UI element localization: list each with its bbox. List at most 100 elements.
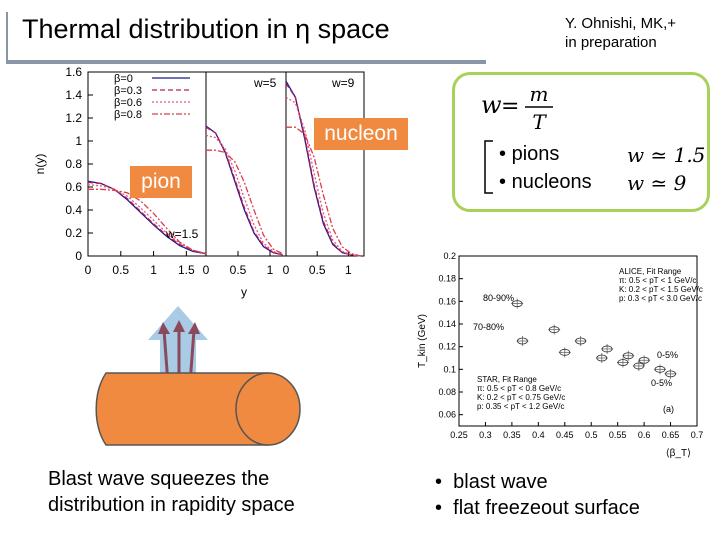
series-line-w=9-3 [286,126,362,257]
formula-lhs: w [481,91,502,119]
x-tick-label: 0.55 [609,430,627,440]
list-item-label: blast wave [453,471,548,493]
arrow-head-icon [173,320,185,332]
plot-annotation: (a) [663,404,674,414]
data-point [622,352,634,360]
y-tick-label: 0.06 [438,410,456,420]
list-item-label: nucleons [511,171,592,193]
y-tick-label: 1 [75,134,82,148]
plot-frame [458,255,698,427]
plot-panel-frame [285,71,365,257]
x-tick-label: 1.5 [178,263,195,277]
pion-w-value: w ≃ 1.5 [627,143,706,167]
x-tick-label: 0.5 [230,263,247,277]
formula-numerator: m [530,82,549,106]
slide-title: Thermal distribution in η space [22,14,390,44]
nucleon-label: nucleon [314,118,408,150]
star-legend-line: K: 0.2 < pT < 0.75 GeV/c [477,393,565,402]
mass-over-temperature-formula: w = m T [481,82,553,133]
data-point [617,359,629,366]
plot-annotation: 0-5% [657,350,678,360]
temperature-flow-plot: 0.25 0.3 0.35 0.4 0.45 0.5 0.55 0.6 0.65 0.7 0.06 0… [417,251,704,459]
arrow-head-icon [158,322,170,334]
y-tick-label: 1.2 [65,111,82,125]
x-axis-label: ⟨β_T⟩ [666,448,691,459]
y-tick-label: 0.14 [438,319,456,329]
alice-legend-line: π: 0.5 < pT < 1 GeV/c [619,276,696,285]
caption-line-2: distribution in rapidity space [48,494,295,516]
x-tick-label: 1 [150,263,157,277]
plot-annotation: 80-90% [483,293,514,303]
series-line-w=5-3 [206,149,284,255]
series-line-w=1.5-2 [87,184,207,255]
list-item-label: flat freezeout surface [453,497,640,519]
data-point [601,345,613,353]
summary-bullets: • blast wave • flat freezeout surface [435,469,640,521]
list-item-label: pions [511,143,560,165]
pion-label: pion [130,166,192,198]
list-item-pions: • pions [499,143,559,166]
data-point [517,337,528,345]
data-point [575,337,587,345]
y-tick-label: 0.8 [65,157,82,171]
y-tick-label: 0.2 [443,251,456,261]
author-line-2: in preparation [565,34,657,51]
data-point [596,354,608,362]
x-tick-label: 0.25 [450,430,468,440]
x-tick-label: 1 [267,263,274,277]
y-tick-label: 0.1 [443,364,456,374]
list-item-flat-freezeout: • flat freezeout surface [435,495,640,521]
y-tick-label: 0.16 [438,296,456,306]
x-tick-label: 0.35 [503,430,521,440]
x-tick-label: 0.4 [532,430,545,440]
x-tick-label: 0.7 [691,430,704,440]
y-axis-label: T_kin (GeV) [417,314,428,368]
y-axis-label: n(y) [33,154,47,175]
list-item-blast-wave: • blast wave [435,469,640,495]
x-tick-label: 0.45 [556,430,574,440]
plot-annotation: 70-80% [473,322,504,332]
legend-label: β=0 [114,73,133,85]
series-line-w=1.5-1 [87,181,207,255]
data-point [511,300,523,307]
y-tick-label: 0.08 [438,387,456,397]
y-tick-label: 1.4 [65,88,82,102]
data-point [654,365,666,373]
caption-line-1: Blast wave squeezes the [48,468,270,490]
author-note: Y. Ohnishi, MK,+ in preparation [565,14,676,52]
formula-denominator: T [532,110,547,133]
x-axis-label: y [241,285,247,299]
panel-label-w15: w=1.5 [165,227,199,241]
series-line-w=5-0 [205,125,283,256]
x-tick-label: 0.5 [309,263,326,277]
data-point [665,370,676,378]
legend-label: β=0.6 [114,97,142,109]
data-point [559,348,571,356]
x-tick-label: 1 [345,263,352,277]
star-legend-line: p: 0.35 < pT < 1.2 GeV/c [477,402,564,411]
panel-label-w9: w=9 [331,76,355,90]
y-tick-label: 0.6 [65,180,82,194]
blast-wave-illustration [95,306,301,446]
blast-wave-caption: Blast wave squeezes the distribution in … [48,466,295,518]
legend-label: β=0.3 [114,85,142,97]
data-point [633,362,645,370]
nucleon-w-value: w ≃ 9 [627,171,687,195]
panel-label-w5: w=5 [253,76,277,90]
bullet: • [499,171,507,193]
x-tick-label: 0 [283,263,290,277]
rapidity-distribution-plot: 00.20.40.60.811.21.41.60 0.5 1 1.5 0 0.5 1 0 0.5… [33,65,365,299]
x-tick-label: 0.5 [585,430,598,440]
author-line-1: Y. Ohnishi, MK,+ [565,15,677,32]
data-point [548,326,560,334]
x-tick-label: 0.5 [112,263,129,277]
cylinder-icon [95,372,301,446]
x-tick-label: 0.6 [638,430,651,440]
x-tick-label: 0 [203,263,210,277]
series-line-w=1.5-3 [88,188,207,255]
legend-label: β=0.8 [114,109,142,121]
plot-panel-frame [205,71,287,257]
formula-box: w = m T • pions • nucleons w ≃ 1.5 w ≃ 9 [452,72,710,212]
y-tick-label: 0.12 [438,342,456,352]
bullet: • [435,497,443,519]
